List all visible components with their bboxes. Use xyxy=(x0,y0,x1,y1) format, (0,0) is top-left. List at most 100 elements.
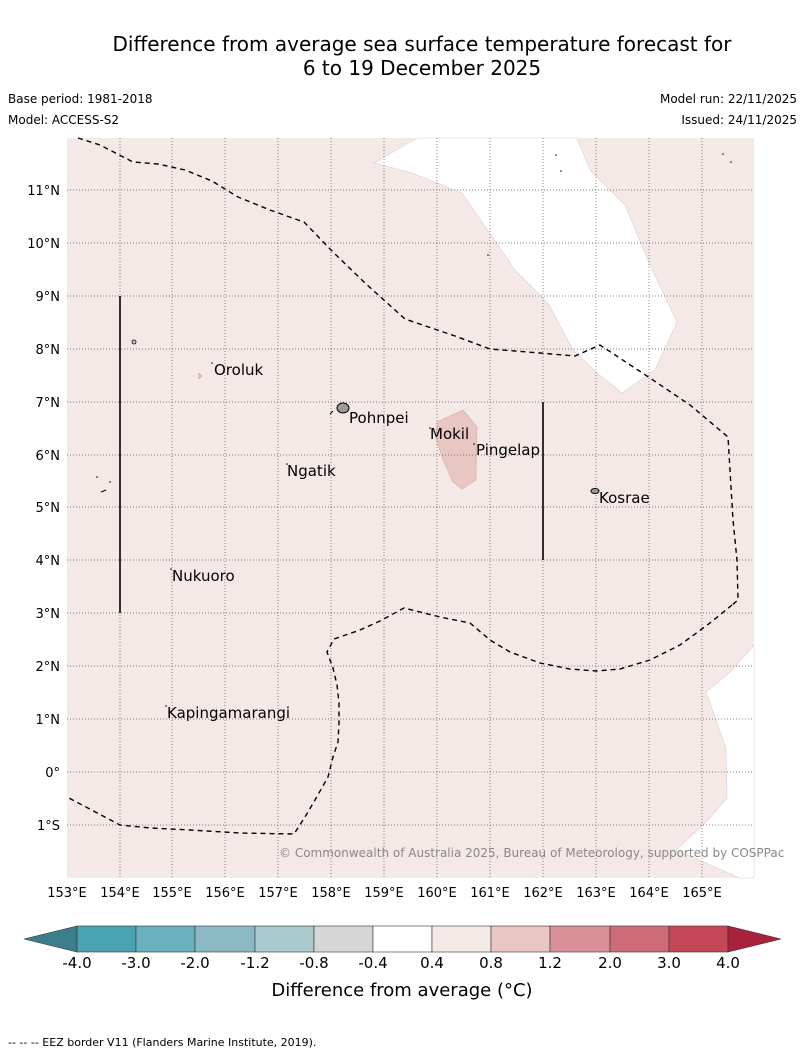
islet-west xyxy=(100,489,107,493)
colorbar-tick: 1.2 xyxy=(538,954,562,972)
islet-near-pohnpei xyxy=(329,410,334,415)
label-pohnpei: Pohnpei xyxy=(349,409,409,427)
colorbar-bin xyxy=(372,925,433,953)
lon-tick-labels: 153°E 154°E 155°E 156°E 157°E 158°E 159°… xyxy=(47,886,722,901)
colorbar: -4.0 -3.0 -2.0 -1.2 -0.8 -0.4 0.4 0.8 1.… xyxy=(23,925,782,972)
colorbar-tick: 0.4 xyxy=(420,954,444,972)
kosrae-island xyxy=(590,488,600,494)
colorbar-bin xyxy=(668,925,729,953)
nukuoro-dot xyxy=(170,568,172,570)
colorbar-tick: -0.4 xyxy=(358,954,387,972)
pingelap-dot xyxy=(473,443,475,445)
kapingamarangi-dot xyxy=(165,705,167,707)
islet-north-3 xyxy=(487,254,489,256)
colorbar-bin xyxy=(313,925,374,953)
lat-tick: 1°N xyxy=(36,713,61,728)
lon-tick: 163°E xyxy=(576,886,616,901)
lon-tick: 157°E xyxy=(258,886,298,901)
lat-tick: 4°N xyxy=(36,554,61,569)
colorbar-tick: -0.8 xyxy=(299,954,328,972)
colorbar-bin xyxy=(135,925,196,953)
colorbar-tick: 2.0 xyxy=(598,954,622,972)
colorbar-bin xyxy=(549,925,611,953)
islet-west-dot xyxy=(96,476,98,478)
lat-tick: 11°N xyxy=(27,184,60,199)
colorbar-bin xyxy=(609,925,670,953)
colorbar-bin xyxy=(727,925,782,953)
lon-tick: 154°E xyxy=(100,886,140,901)
eez-borders xyxy=(66,137,739,835)
label-nukuoro: Nukuoro xyxy=(172,567,235,585)
anomaly-region-0.4-0.8 xyxy=(67,138,754,878)
place-labels: Oroluk Pohnpei Mokil Pingelap Ngatik Kos… xyxy=(167,361,650,722)
lon-tick: 164°E xyxy=(629,886,669,901)
islands xyxy=(96,153,732,707)
label-kapingamarangi: Kapingamarangi xyxy=(167,704,290,722)
colorbar-tick: 4.0 xyxy=(716,954,740,972)
issued-date: Issued: 24/11/2025 xyxy=(681,113,797,127)
lon-tick: 158°E xyxy=(311,886,351,901)
mokil-dot xyxy=(429,427,431,429)
colorbar-title: Difference from average (°C) xyxy=(271,980,533,1001)
lat-tick: 2°N xyxy=(36,660,61,675)
pohnpei-island xyxy=(336,402,350,414)
oroluk-lagoon xyxy=(198,372,203,380)
colorbar-tick: -1.2 xyxy=(240,954,269,972)
lon-tick: 153°E xyxy=(47,886,87,901)
label-pingelap: Pingelap xyxy=(476,441,540,459)
islet-north-2 xyxy=(560,170,562,172)
colorbar-bin xyxy=(431,925,492,953)
neutral-region-north xyxy=(373,137,678,394)
lon-tick: 162°E xyxy=(523,886,563,901)
islet-west-dot-2 xyxy=(109,481,111,483)
copyright-notice: © Commonwealth of Australia 2025, Bureau… xyxy=(279,846,785,860)
colorbar-bin xyxy=(194,925,256,953)
islet-north-1 xyxy=(555,154,557,156)
lat-tick: 1°S xyxy=(37,819,60,834)
neutral-region-southeast xyxy=(675,644,755,879)
eez-border-north xyxy=(77,137,739,606)
lon-tick: 155°E xyxy=(152,886,192,901)
model-name: Model: ACCESS-S2 xyxy=(8,113,120,127)
lat-tick-labels: 11°N 10°N 9°N 8°N 7°N 6°N 5°N 4°N 3°N 2°… xyxy=(27,184,60,834)
base-period: Base period: 1981-2018 xyxy=(8,92,153,106)
colorbar-tick: -4.0 xyxy=(62,954,91,972)
lon-tick: 159°E xyxy=(364,886,404,901)
colorbar-tick: -2.0 xyxy=(180,954,209,972)
islet-northwest xyxy=(131,339,137,345)
lon-tick: 160°E xyxy=(417,886,457,901)
colorbar-bin xyxy=(254,925,315,953)
label-kosrae: Kosrae xyxy=(599,489,650,507)
lat-tick: 6°N xyxy=(36,449,61,464)
colorbar-tick: -3.0 xyxy=(121,954,150,972)
colorbar-tick: 0.8 xyxy=(479,954,503,972)
ngatik-dot xyxy=(286,463,288,465)
anomaly-region-0.8-1.2 xyxy=(435,409,478,490)
lon-tick: 156°E xyxy=(205,886,245,901)
islet-northeast-2 xyxy=(730,161,732,163)
colorbar-tick: 3.0 xyxy=(657,954,681,972)
lat-tick: 9°N xyxy=(36,290,61,305)
title-line-1: Difference from average sea surface temp… xyxy=(112,32,732,56)
lat-tick: 0° xyxy=(45,766,60,781)
eez-footnote: -- -- -- EEZ border V11 (Flanders Marine… xyxy=(8,1036,317,1049)
lat-tick: 3°N xyxy=(36,607,61,622)
label-ngatik: Ngatik xyxy=(287,462,336,480)
model-run: Model run: 22/11/2025 xyxy=(659,92,797,106)
label-oroluk: Oroluk xyxy=(214,361,263,379)
islet-northeast-1 xyxy=(722,153,724,155)
colorbar-bin xyxy=(76,925,137,953)
lat-tick: 7°N xyxy=(36,396,61,411)
eez-border-south xyxy=(66,604,733,835)
label-mokil: Mokil xyxy=(430,425,469,443)
title-line-2: 6 to 19 December 2025 xyxy=(302,56,542,80)
lon-tick: 161°E xyxy=(470,886,510,901)
lat-tick: 10°N xyxy=(27,237,60,252)
lat-tick: 8°N xyxy=(36,343,61,358)
colorbar-bin xyxy=(490,925,551,953)
oroluk-dot xyxy=(211,362,213,364)
lon-tick: 165°E xyxy=(682,886,722,901)
chart-title: Difference from average sea surface temp… xyxy=(0,32,804,80)
lat-tick: 5°N xyxy=(36,501,61,516)
